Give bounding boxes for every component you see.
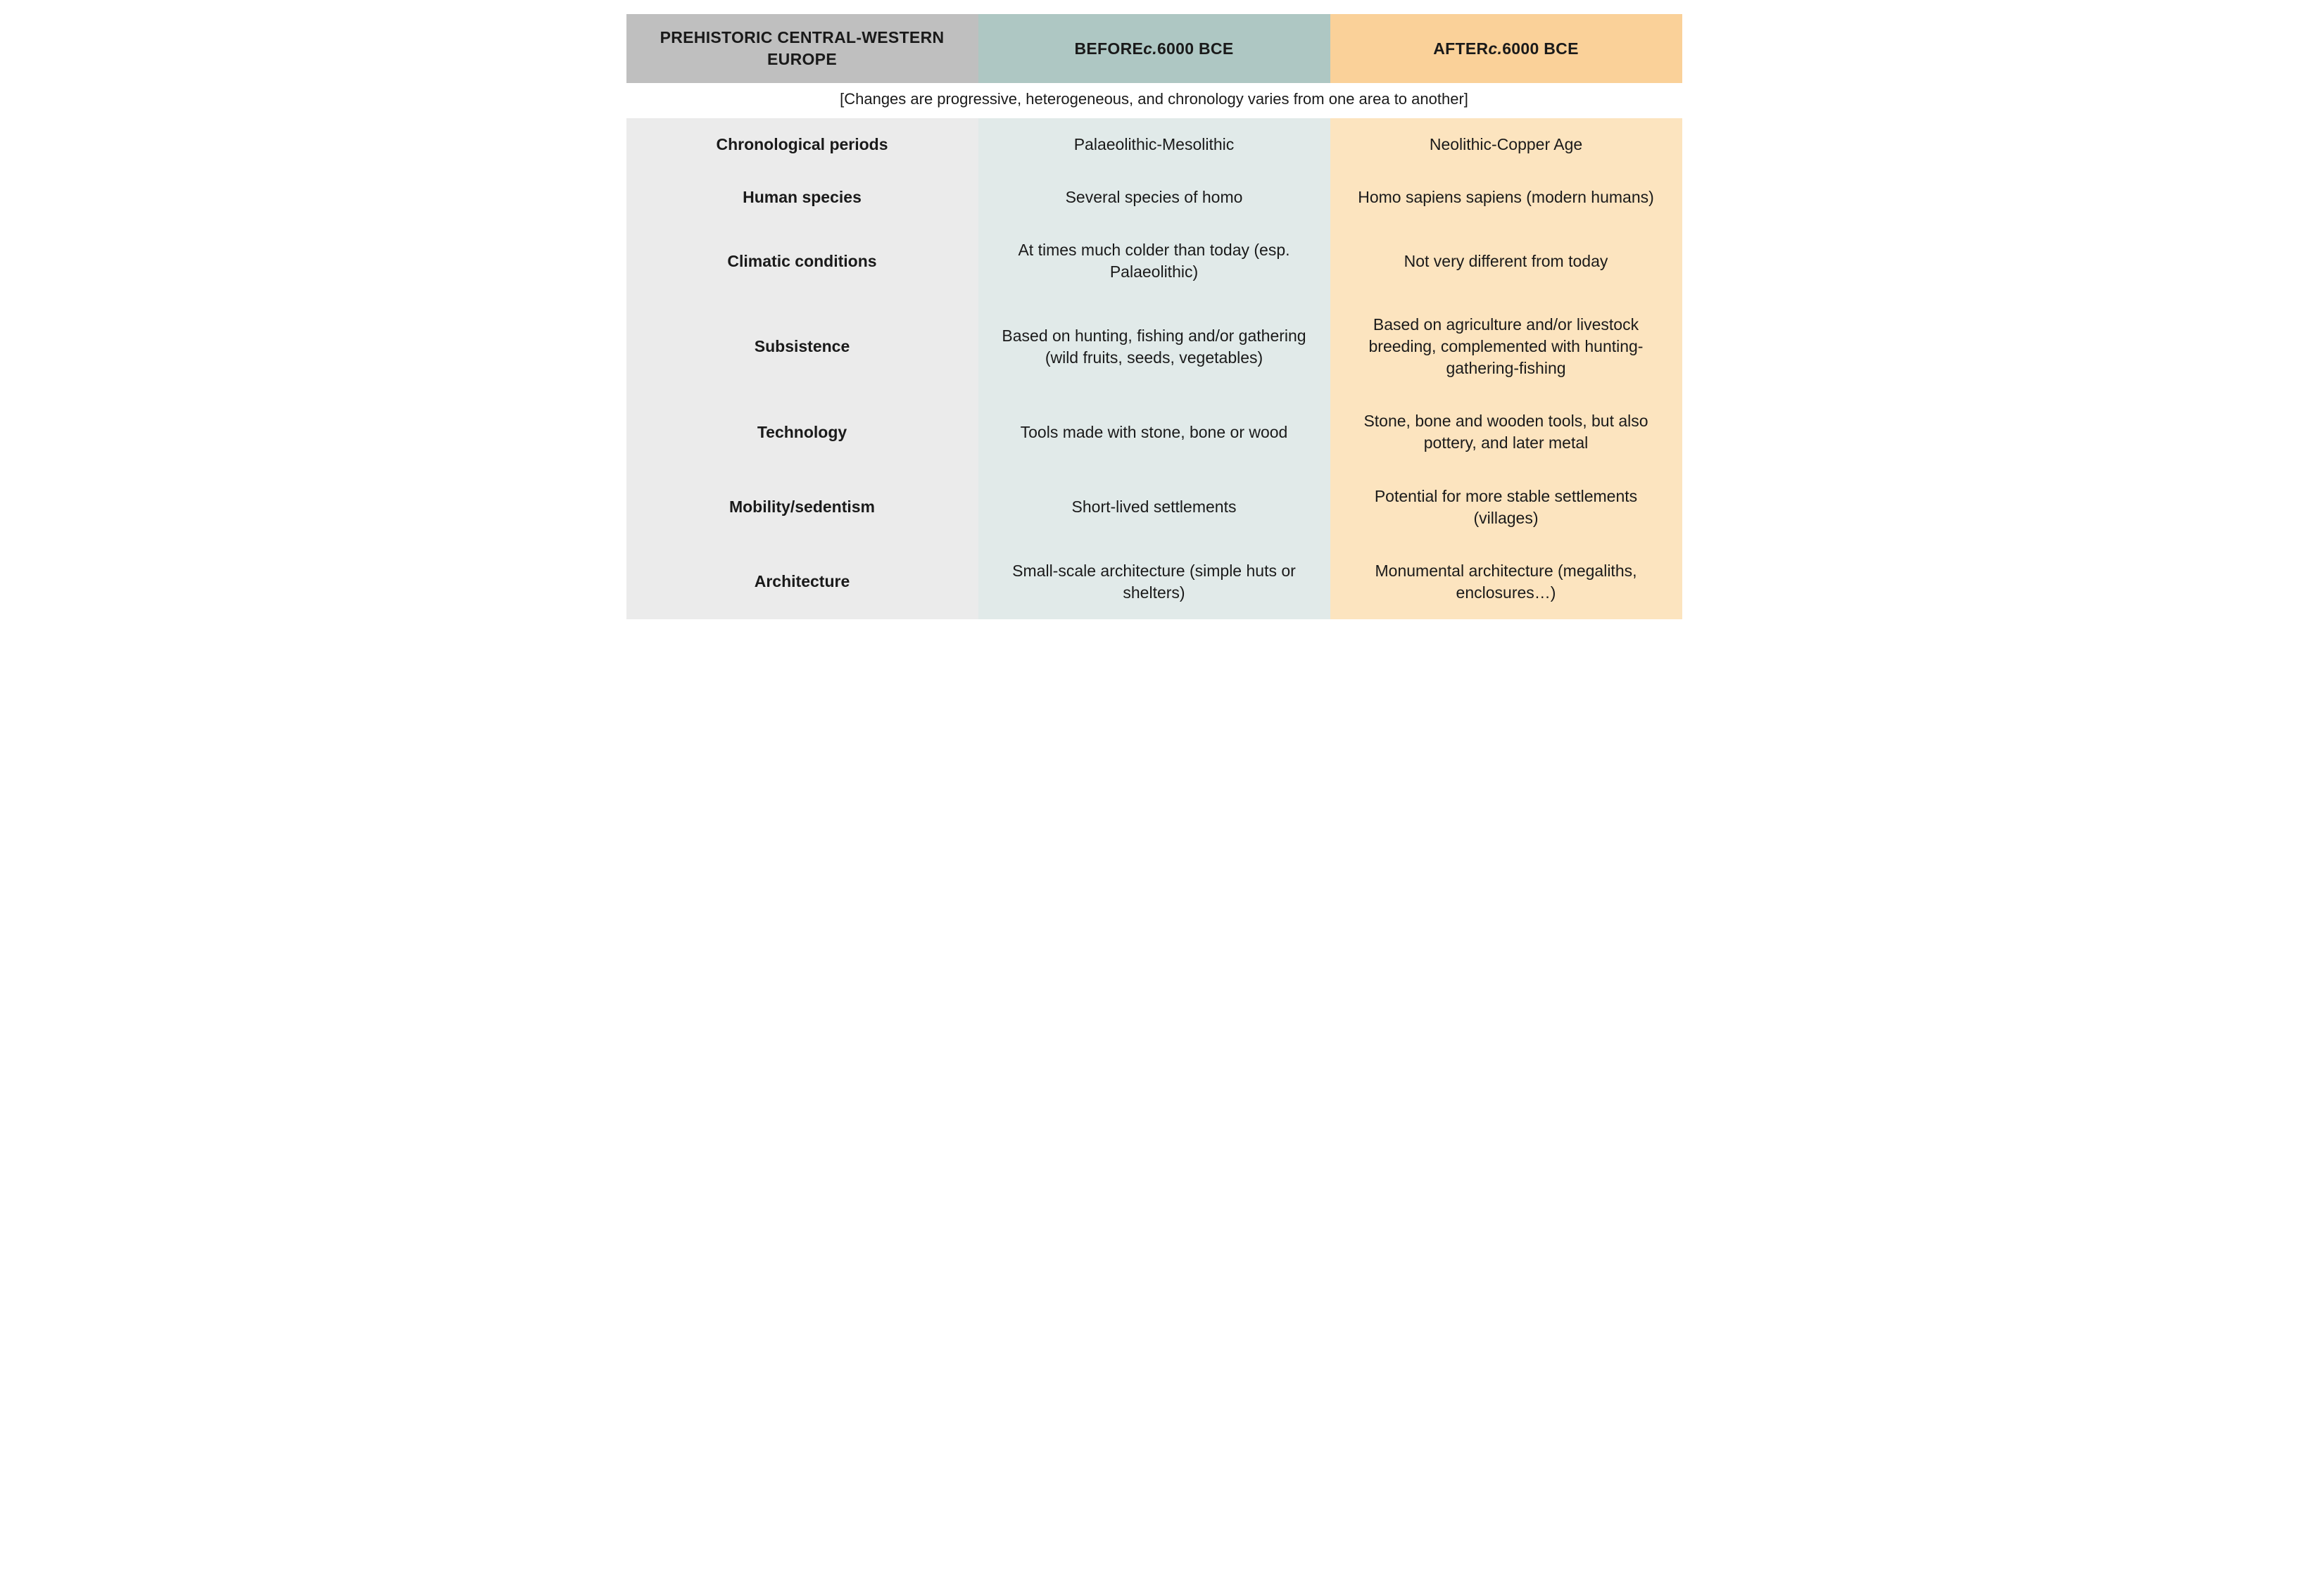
header-after-italic: c. xyxy=(1488,38,1502,60)
row-label: Chronological periods xyxy=(626,118,978,171)
header-cell-before: BEFORE c. 6000 BCE xyxy=(978,14,1330,83)
row-after: Monumental architecture (megaliths, encl… xyxy=(1330,545,1682,619)
row-label: Human species xyxy=(626,171,978,224)
row-before: Based on hunting, fishing and/or gatheri… xyxy=(978,298,1330,395)
header-after-suffix: 6000 BCE xyxy=(1502,38,1579,60)
row-label: Architecture xyxy=(626,545,978,619)
row-before: At times much colder than today (esp. Pa… xyxy=(978,224,1330,298)
header-before-italic: c. xyxy=(1143,38,1157,60)
row-after: Not very different from today xyxy=(1330,224,1682,298)
table-row: Technology Tools made with stone, bone o… xyxy=(626,395,1682,469)
header-before-suffix: 6000 BCE xyxy=(1157,38,1234,60)
table-row: Climatic conditions At times much colder… xyxy=(626,224,1682,298)
table-note: [Changes are progressive, heterogeneous,… xyxy=(626,83,1682,118)
row-before: Small-scale architecture (simple huts or… xyxy=(978,545,1330,619)
row-before: Short-lived settlements xyxy=(978,470,1330,545)
header-cell-title: PREHISTORIC CENTRAL-WESTERN EUROPE xyxy=(626,14,978,83)
row-label: Technology xyxy=(626,395,978,469)
row-label: Climatic conditions xyxy=(626,224,978,298)
table-header-row: PREHISTORIC CENTRAL-WESTERN EUROPE BEFOR… xyxy=(626,14,1682,83)
header-cell-after: AFTER c. 6000 BCE xyxy=(1330,14,1682,83)
table-row: Chronological periods Palaeolithic-Mesol… xyxy=(626,118,1682,171)
row-after: Based on agriculture and/or livestock br… xyxy=(1330,298,1682,395)
table-row: Human species Several species of homo Ho… xyxy=(626,171,1682,224)
header-title-text: PREHISTORIC CENTRAL-WESTERN EUROPE xyxy=(645,27,960,70)
row-after: Homo sapiens sapiens (modern humans) xyxy=(1330,171,1682,224)
row-before: Palaeolithic-Mesolithic xyxy=(978,118,1330,171)
table-row: Mobility/sedentism Short-lived settlemen… xyxy=(626,470,1682,545)
row-label: Mobility/sedentism xyxy=(626,470,978,545)
header-after-prefix: AFTER xyxy=(1433,38,1488,60)
header-before-prefix: BEFORE xyxy=(1075,38,1144,60)
comparison-table: PREHISTORIC CENTRAL-WESTERN EUROPE BEFOR… xyxy=(626,14,1682,619)
row-before: Several species of homo xyxy=(978,171,1330,224)
row-after: Potential for more stable settlements (v… xyxy=(1330,470,1682,545)
row-before: Tools made with stone, bone or wood xyxy=(978,395,1330,469)
table-row: Subsistence Based on hunting, fishing an… xyxy=(626,298,1682,395)
row-after: Neolithic-Copper Age xyxy=(1330,118,1682,171)
table-row: Architecture Small-scale architecture (s… xyxy=(626,545,1682,619)
row-label: Subsistence xyxy=(626,298,978,395)
row-after: Stone, bone and wooden tools, but also p… xyxy=(1330,395,1682,469)
